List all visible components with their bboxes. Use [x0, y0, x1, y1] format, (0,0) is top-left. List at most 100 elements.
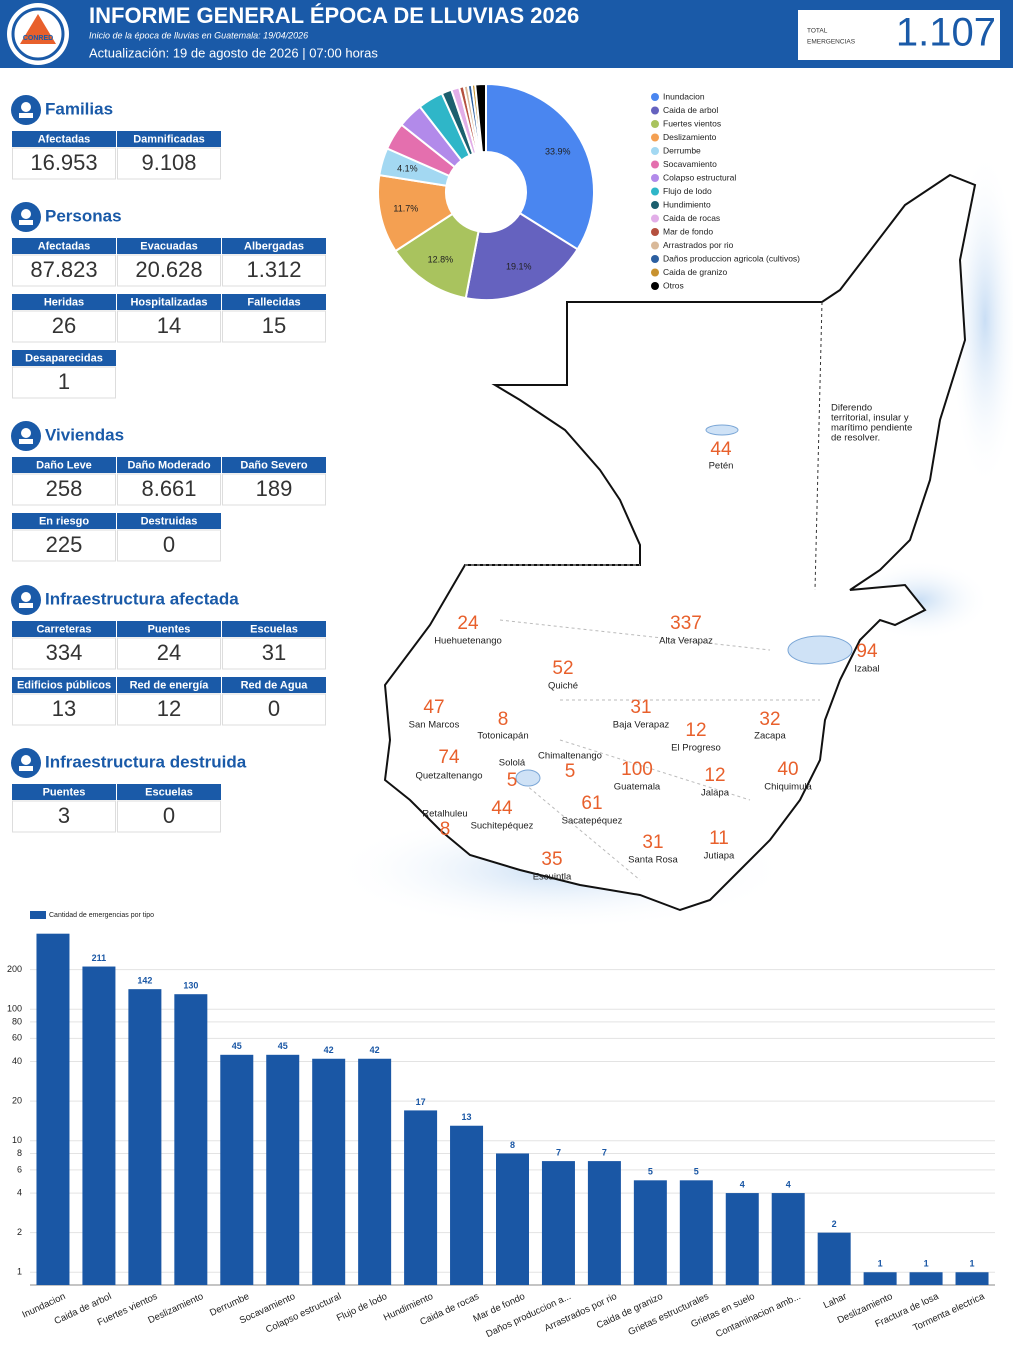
bar [863, 1272, 897, 1285]
cell-body [12, 800, 116, 833]
bar-label: 2 [832, 1219, 837, 1229]
department-name: Escuintla [533, 872, 572, 883]
slice-label: 11.7% [393, 204, 418, 214]
total-label: TOTAL [807, 28, 828, 35]
y-tick-label: 80 [12, 1016, 22, 1026]
department-value: 31 [630, 697, 651, 718]
lake-atitlan [515, 769, 541, 787]
department-name: Suchitepéquez [471, 821, 534, 832]
legend-swatch [651, 120, 659, 128]
department-name: Guatemala [614, 782, 661, 793]
cell-body [12, 254, 116, 287]
cell-header [222, 238, 326, 254]
x-tick-label: Contaminacion amb... [714, 1291, 802, 1340]
bar [450, 1125, 484, 1285]
cell-label: Afectadas [38, 133, 91, 145]
panel-title: Infraestructura destruida [45, 752, 247, 771]
map-note: Diferendo [831, 403, 872, 414]
cell-header [12, 131, 116, 147]
department-value: 8 [440, 819, 451, 840]
bar [496, 1153, 529, 1285]
update: Actualización: 19 de agosto de 2026 | 07… [89, 45, 378, 60]
map-outline [383, 173, 977, 912]
bar-label: 13 [462, 1112, 472, 1122]
legend-swatch [651, 268, 659, 277]
bar [541, 1161, 575, 1285]
donut-slice [485, 82, 595, 251]
border-dashed [814, 301, 823, 591]
legend-label: Mar de fondo [663, 226, 713, 236]
y-tick-label: 4 [17, 1187, 22, 1197]
bar-label: 1 [878, 1259, 883, 1269]
cell-value: 0 [163, 532, 175, 557]
y-tick-label: 200 [7, 964, 22, 974]
cell-header [222, 677, 326, 693]
department-name: Sacatepéquez [562, 816, 623, 827]
cell-header [117, 294, 221, 310]
cell-body [222, 473, 326, 506]
cell-label: Escuelas [145, 786, 193, 798]
bar [955, 1272, 989, 1285]
donut-slice [464, 211, 579, 301]
logo-text: CONRED [23, 35, 53, 42]
cell-value: 16.953 [30, 150, 97, 175]
department-value: 44 [491, 798, 513, 819]
cell-body [222, 693, 326, 726]
cell-header [12, 513, 116, 529]
bar [633, 1180, 667, 1285]
cell-label: Daño Leve [36, 459, 92, 471]
panel-icon-glyph [19, 113, 33, 118]
department-value: 40 [777, 759, 798, 780]
cell-body [222, 310, 326, 343]
legend-label: Deslizamiento [663, 132, 717, 142]
y-tick-label: 20 [12, 1096, 22, 1106]
cell-body [12, 529, 116, 562]
department-name: Baja Verapaz [613, 720, 670, 731]
bar-label: 1 [970, 1259, 975, 1269]
cell-body [12, 147, 116, 180]
cell-header [222, 621, 326, 637]
cell-label: Evacuadas [140, 240, 197, 252]
bar-label: 17 [416, 1097, 426, 1107]
bar-label: 8 [510, 1140, 515, 1150]
department-name: El Progreso [671, 743, 721, 754]
legend-label: Inundacion [663, 91, 705, 101]
cell-body [117, 310, 221, 343]
legend-swatch [651, 106, 659, 115]
cell-value: 0 [163, 803, 175, 828]
department-value: 47 [423, 697, 444, 718]
subtitle: Inicio de la época de lluvias en Guatema… [89, 30, 308, 40]
panel-icon-glyph [21, 102, 31, 112]
cell-header [117, 513, 221, 529]
cell-label: Fallecidas [247, 296, 300, 308]
legend-label: Caida de arbol [663, 105, 718, 115]
cell-body [12, 366, 116, 399]
cell-value: 24 [157, 640, 181, 665]
legend-swatch [651, 133, 659, 142]
cell-label: Red de Agua [241, 679, 309, 691]
cell-body [117, 473, 221, 506]
cell-value: 1 [58, 369, 70, 394]
department-value: 35 [541, 849, 562, 870]
department-name: Quetzaltenango [415, 771, 482, 782]
bar-label: 5 [694, 1167, 699, 1177]
cell-value: 15 [262, 313, 286, 338]
cell-label: En riesgo [39, 515, 89, 527]
cell-value: 225 [46, 532, 83, 557]
department-value: 94 [856, 641, 878, 662]
department-name: Petén [709, 461, 734, 472]
cell-label: Escuelas [250, 623, 298, 635]
bar [771, 1193, 805, 1285]
department-value: 11 [709, 828, 729, 849]
legend-label: Daños produccion agricola (cultivos) [663, 253, 800, 263]
bar [266, 1054, 300, 1285]
bar-label: 211 [92, 953, 107, 963]
bar-label: 45 [278, 1041, 288, 1051]
cell-label: Edificios públicos [17, 679, 111, 691]
logo-triangle [20, 14, 56, 44]
bar [909, 1272, 943, 1285]
bar-label: 42 [324, 1045, 334, 1055]
cell-body [12, 637, 116, 670]
